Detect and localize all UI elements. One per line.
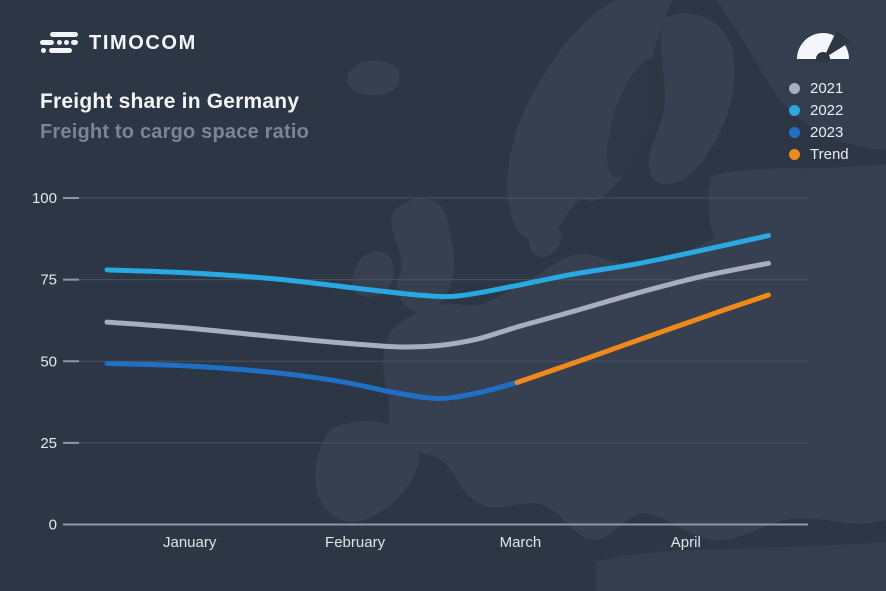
- map-denmark: [529, 222, 562, 258]
- x-axis-label-january: January: [163, 534, 217, 551]
- y-axis-label-0: 0: [49, 517, 57, 534]
- map-italy: [444, 423, 507, 506]
- y-axis-label-50: 50: [40, 353, 57, 370]
- series-line-2022: [104, 233, 771, 300]
- legend-label: 2022: [810, 102, 844, 119]
- map-north-africa: [596, 542, 886, 591]
- chart-subtitle: Freight to cargo space ratio: [40, 121, 309, 143]
- legend-item-2022: 2022: [789, 103, 849, 118]
- legend-item-trend: Trend: [789, 147, 849, 162]
- x-axis-label-march: March: [500, 534, 542, 551]
- y-axis-label-25: 25: [40, 435, 57, 452]
- chart-title: Freight share in Germany: [40, 90, 300, 113]
- chart-legend: 2021 2022 2023 Trend: [789, 81, 849, 162]
- map-iberia: [315, 421, 420, 522]
- timocom-logo-icon: [40, 32, 78, 53]
- legend-dot: [789, 127, 800, 138]
- legend-dot: [789, 105, 800, 116]
- timocom-logo-text: TIMOCOM: [89, 32, 197, 54]
- legend-item-2023: 2023: [789, 125, 849, 140]
- legend-dot: [789, 149, 800, 160]
- speedometer-icon: [797, 30, 850, 62]
- legend-item-2021: 2021: [789, 81, 849, 96]
- legend-label: Trend: [810, 146, 849, 163]
- legend-label: 2023: [810, 124, 844, 141]
- x-axis-label-february: February: [325, 534, 386, 551]
- legend-label: 2021: [810, 80, 844, 97]
- map-iceland: [346, 60, 400, 96]
- timocom-logo: TIMOCOM: [40, 32, 197, 54]
- map-scandinavia: [507, 0, 672, 242]
- y-axis-label-75: 75: [40, 272, 57, 289]
- x-axis-label-april: April: [671, 534, 701, 551]
- map-continental-europe: [383, 224, 886, 540]
- map-balkans: [530, 423, 616, 511]
- series-line-trend: [514, 292, 771, 385]
- map-great-britain: [391, 198, 455, 313]
- series-line-2021: [104, 260, 771, 350]
- y-axis-label-100: 100: [32, 190, 57, 207]
- map-gulf-of-bothnia: [607, 58, 661, 178]
- legend-dot: [789, 83, 800, 94]
- map-ireland: [352, 251, 395, 298]
- map-finland: [648, 13, 735, 185]
- series-line-2023: [104, 361, 520, 401]
